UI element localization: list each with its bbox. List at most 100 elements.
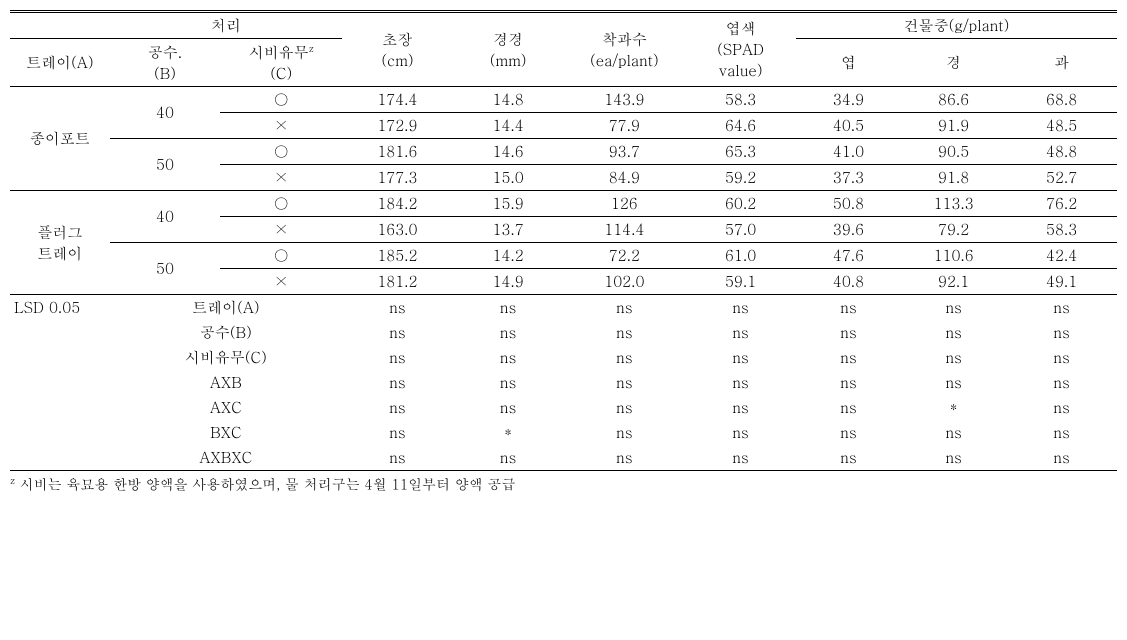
cell: ns — [1006, 445, 1117, 471]
cat-g50-yes: ○ — [220, 243, 342, 269]
hdr-yeopsaek: 엽색 (SPAD value) — [685, 12, 796, 87]
cell: 14.2 — [453, 243, 564, 269]
hdr-holes-b-1: 공수. — [148, 42, 182, 63]
cell: 174.4 — [342, 87, 453, 113]
cell: ns — [901, 345, 1006, 370]
cell: ns — [453, 295, 564, 321]
cat-p50-yes: ○ — [220, 139, 342, 165]
cell: 77.9 — [563, 113, 685, 139]
cell: 58.3 — [1006, 217, 1117, 243]
cell: ns — [453, 445, 564, 471]
lsd-factor: 공수(B) — [110, 320, 342, 345]
hdr-gyeong-1: 경경 — [493, 29, 523, 50]
hdr-stem: 경 — [901, 39, 1006, 87]
cell: 181.2 — [342, 269, 453, 295]
hdr-gyeong-2: (mm) — [490, 50, 527, 71]
cell: ns — [796, 445, 901, 471]
cat-paper-50: 50 — [110, 139, 221, 191]
cell: * — [453, 420, 564, 445]
lsd-factor: AXC — [110, 395, 342, 420]
cell: ns — [342, 420, 453, 445]
cell: ns — [796, 320, 901, 345]
cell: ns — [453, 395, 564, 420]
cell: ns — [1006, 420, 1117, 445]
cell: 102.0 — [563, 269, 685, 295]
cell: 39.6 — [796, 217, 901, 243]
cell: 181.6 — [342, 139, 453, 165]
cell: 52.7 — [1006, 165, 1117, 191]
cell: 57.0 — [685, 217, 796, 243]
growth-data-table: 처리 초장 (cm) 경경 (mm) 착과수 (ea/plant) 엽색 (SP… — [10, 10, 1117, 471]
cell: 34.9 — [796, 87, 901, 113]
cell: ns — [563, 445, 685, 471]
cat-paper-40: 40 — [110, 87, 221, 139]
cat-g50-no: × — [220, 269, 342, 295]
lsd-factor: 시비유무(C) — [110, 345, 342, 370]
cell: ns — [563, 345, 685, 370]
cat-p50-no: × — [220, 165, 342, 191]
cell: ns — [796, 295, 901, 321]
cell: ns — [796, 395, 901, 420]
hdr-fruitcount: 착과수 (ea/plant) — [563, 12, 685, 87]
cell: ns — [342, 370, 453, 395]
cell: ns — [796, 370, 901, 395]
cell: ns — [1006, 370, 1117, 395]
cell: ns — [342, 295, 453, 321]
cell: 14.9 — [453, 269, 564, 295]
cell: 72.2 — [563, 243, 685, 269]
hdr-holes-b-2: (B) — [154, 63, 176, 84]
hdr-chojang-2: (cm) — [381, 50, 413, 71]
cat-paper: 종이포트 — [10, 87, 110, 191]
lsd-row: 시비유무(C) ns ns ns ns ns ns ns — [10, 345, 1117, 370]
cell: ns — [453, 345, 564, 370]
lsd-row: BXC ns * ns ns ns ns ns — [10, 420, 1117, 445]
cell: ns — [1006, 395, 1117, 420]
cell: 126 — [563, 191, 685, 217]
cell: 64.6 — [685, 113, 796, 139]
cell: 91.8 — [901, 165, 1006, 191]
cell: 13.7 — [453, 217, 564, 243]
cell: 48.5 — [1006, 113, 1117, 139]
hdr-gyeong: 경경 (mm) — [453, 12, 564, 87]
cell: 50.8 — [796, 191, 901, 217]
hdr-fruit-2: (ea/plant) — [590, 50, 659, 71]
cat-plug-2: 트레이 — [37, 243, 82, 264]
cell: ns — [453, 320, 564, 345]
cell: 93.7 — [563, 139, 685, 165]
cell: 177.3 — [342, 165, 453, 191]
cell: ns — [685, 295, 796, 321]
cell: 47.6 — [796, 243, 901, 269]
cell: 84.9 — [563, 165, 685, 191]
cell: ns — [685, 395, 796, 420]
cell: 61.0 — [685, 243, 796, 269]
cell: 113.3 — [901, 191, 1006, 217]
hdr-yeopsaek-1: 엽색 — [726, 18, 756, 39]
lsd-row: AXC ns ns ns ns ns * ns — [10, 395, 1117, 420]
hdr-fert-c-1: 시비유무 — [249, 42, 309, 63]
hdr-fert-c-sup: z — [309, 41, 314, 55]
lsd-row: LSD 0.05 트레이(A) ns ns ns ns ns ns ns — [10, 295, 1117, 321]
cat-g40-yes: ○ — [220, 191, 342, 217]
cell: ns — [1006, 345, 1117, 370]
cell: ns — [901, 445, 1006, 471]
cell: 184.2 — [342, 191, 453, 217]
cell: 14.8 — [453, 87, 564, 113]
cell: 14.6 — [453, 139, 564, 165]
cell: ns — [342, 320, 453, 345]
cell: ns — [342, 445, 453, 471]
cell: 58.3 — [685, 87, 796, 113]
cat-plug: 플러그 트레이 — [10, 191, 110, 295]
cat-plug-50: 50 — [110, 243, 221, 295]
lsd-factor: AXB — [110, 370, 342, 395]
cell: ns — [453, 370, 564, 395]
cat-g40-no: × — [220, 217, 342, 243]
footnote-text: 시비는 육묘용 한방 양액을 사용하였으며, 물 처리구는 4월 11일부터 양… — [15, 474, 515, 494]
cell: 40.5 — [796, 113, 901, 139]
hdr-fruit-1: 착과수 — [602, 29, 647, 50]
cell: ns — [901, 420, 1006, 445]
lsd-factor: BXC — [110, 420, 342, 445]
hdr-fruit-dw: 과 — [1006, 39, 1117, 87]
footnote: z 시비는 육묘용 한방 양액을 사용하였으며, 물 처리구는 4월 11일부터… — [10, 473, 1117, 494]
cell: 37.3 — [796, 165, 901, 191]
cell: ns — [685, 370, 796, 395]
